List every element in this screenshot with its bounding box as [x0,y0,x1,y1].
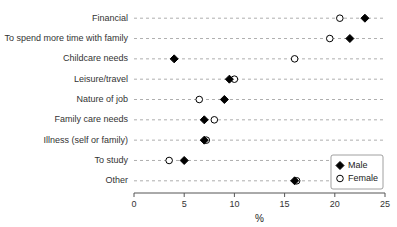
x-tick-label: 10 [229,199,239,209]
point [200,116,208,124]
category-label: Nature of job [76,94,128,104]
legend-marker [337,175,344,182]
chart: Financial To spend more time with family C… [0,0,397,227]
x-tick [234,193,235,197]
point [220,96,228,104]
legend: Male Female [331,155,383,189]
category-label: Illness (self or family) [43,135,128,145]
x-tick-label: 5 [182,199,187,209]
legend-label: Female [348,173,378,183]
x-tick [184,193,185,197]
point [196,96,203,103]
category-label: To study [94,155,128,165]
guide-line [134,119,385,120]
point [166,157,173,164]
point [326,35,333,42]
category-label: Family care needs [54,114,128,124]
point [361,14,369,22]
x-tick-label: 25 [380,199,390,209]
point [337,15,344,22]
x-axis: 0 5 10 15 20 25 [131,193,390,209]
x-tick [334,193,335,197]
category-label: Childcare needs [63,53,129,63]
point [291,56,298,63]
x-axis-label: % [255,213,264,224]
point [211,117,218,124]
legend-marker [336,162,344,170]
category-label: To spend more time with family [4,33,128,43]
y-labels: Financial To spend more time with family C… [4,13,128,186]
x-axis-line [134,193,385,194]
point [346,35,354,43]
category-label: Other [105,175,128,185]
x-tick-label: 15 [280,199,290,209]
legend-label: Male [348,160,368,170]
x-tick [284,193,285,197]
x-tick-label: 0 [131,199,136,209]
point [170,55,178,63]
point [291,177,299,185]
guide-line [134,79,385,80]
x-tick [385,193,386,197]
category-label: Leisure/travel [74,74,128,84]
point [225,75,233,83]
category-label: Financial [92,13,128,23]
point [200,136,208,144]
guide-line [134,140,385,141]
guide-line [134,99,385,100]
legend-box [331,155,383,189]
point [180,156,188,164]
series-points [166,15,343,184]
guide-line [134,18,385,19]
x-tick [134,193,135,197]
x-tick-label: 20 [330,199,340,209]
